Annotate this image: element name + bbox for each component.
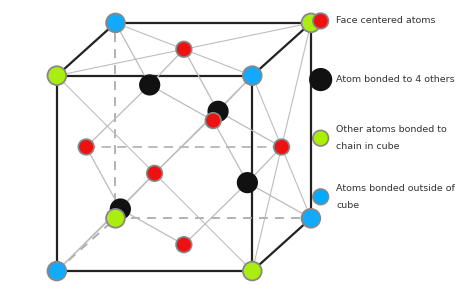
Circle shape: [140, 75, 159, 95]
Circle shape: [237, 173, 257, 192]
Text: chain in cube: chain in cube: [336, 142, 400, 152]
Circle shape: [310, 69, 331, 90]
Circle shape: [176, 237, 191, 253]
Text: Other atoms bonded to: Other atoms bonded to: [336, 125, 447, 134]
Circle shape: [110, 199, 130, 219]
Text: cube: cube: [336, 201, 359, 210]
Circle shape: [301, 13, 320, 32]
Text: Atoms bonded outside of: Atoms bonded outside of: [336, 183, 455, 192]
Circle shape: [205, 113, 221, 128]
Circle shape: [301, 209, 320, 228]
Circle shape: [176, 41, 191, 57]
Text: Face centered atoms: Face centered atoms: [336, 16, 436, 25]
Text: Atom bonded to 4 others: Atom bonded to 4 others: [336, 75, 455, 84]
Circle shape: [47, 66, 66, 85]
Circle shape: [47, 262, 66, 280]
Circle shape: [147, 166, 163, 181]
Circle shape: [313, 130, 328, 146]
Circle shape: [106, 209, 125, 228]
Circle shape: [208, 102, 228, 121]
Circle shape: [313, 13, 328, 29]
Circle shape: [313, 189, 328, 205]
Circle shape: [243, 66, 262, 85]
Circle shape: [274, 139, 290, 155]
Circle shape: [243, 262, 262, 280]
Circle shape: [106, 13, 125, 32]
Circle shape: [78, 139, 94, 155]
